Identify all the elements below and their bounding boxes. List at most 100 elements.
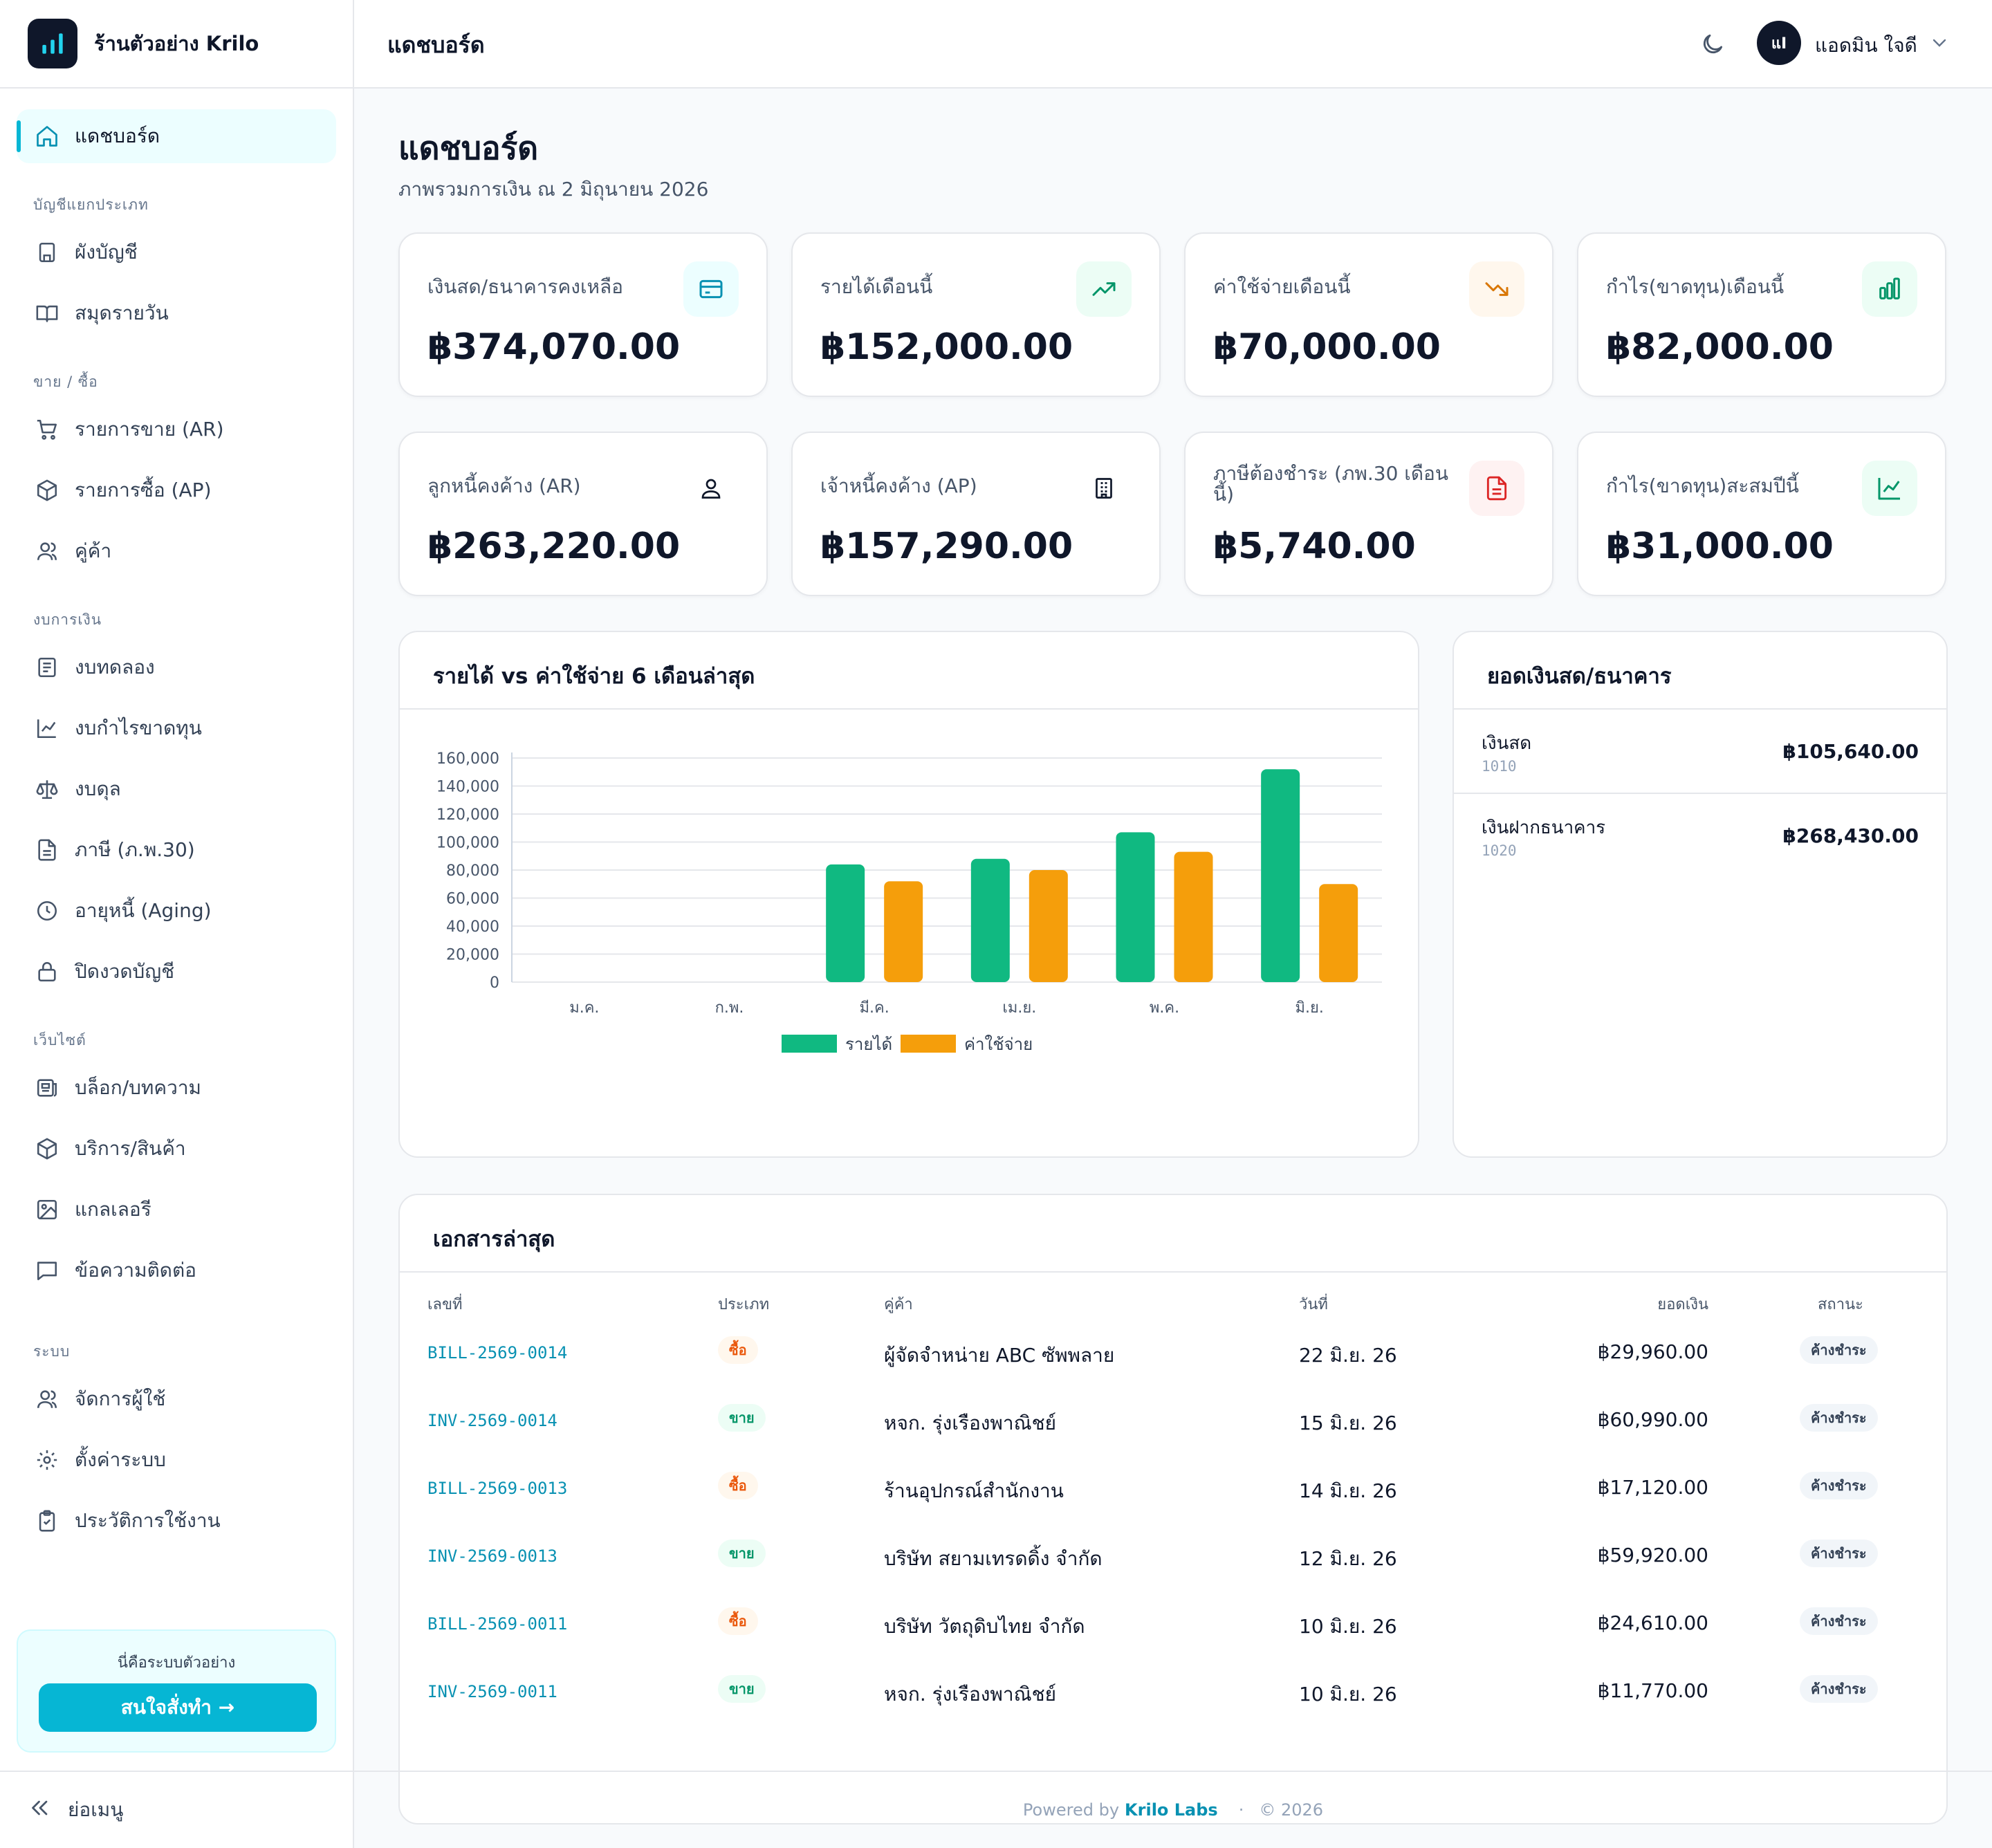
avatar[interactable]: แI <box>1757 21 1801 65</box>
footer-brand-link[interactable]: Krilo Labs <box>1125 1800 1218 1820</box>
sidebar-item-label: งบดุล <box>75 777 121 800</box>
sidebar-item-close-period[interactable]: ปิดงวดบัญชี <box>17 945 336 999</box>
home-icon <box>33 122 61 150</box>
status-badge: ค้างชำระ <box>1800 1675 1878 1703</box>
section-website: เว็บไซต์ <box>33 1032 86 1048</box>
card-ytd-profit: กำไร(ขาดทุน)สะสมปีนี้ ฿31,000.00 <box>1577 432 1946 596</box>
bank-account-amount: ฿268,430.00 <box>1782 824 1919 847</box>
card-cash-balance: เงินสด/ธนาคารคงเหลือ ฿374,070.00 <box>398 232 768 397</box>
col-header-amount: ยอดเงิน <box>1657 1296 1708 1313</box>
doc-amount: ฿29,960.00 <box>1597 1340 1708 1363</box>
sidebar-item-audit[interactable]: ประวัติการใช้งาน <box>17 1494 336 1548</box>
collapse-menu-button[interactable]: ย่อเมนู <box>0 1771 354 1848</box>
card-label: เงินสด/ธนาคารคงเหลือ <box>427 275 623 298</box>
bank-account-code: 1010 <box>1482 758 1517 775</box>
sidebar-item-blog[interactable]: บล็อก/บทความ <box>17 1061 336 1115</box>
y-tick-label: 80,000 <box>446 862 499 880</box>
bank-panel: ยอดเงินสด/ธนาคาร เงินสด 1010 ฿105,640.00… <box>1452 631 1948 1158</box>
user-icon <box>683 461 739 516</box>
sidebar-item-purchases-ap[interactable]: รายการซื้อ (AP) <box>17 463 336 517</box>
collapse-label: ย่อเมนู <box>68 1798 124 1821</box>
line-chart-icon <box>1862 461 1917 516</box>
users-icon <box>33 537 61 565</box>
message-icon <box>33 1257 61 1284</box>
doc-number-link[interactable]: BILL-2569-0011 <box>427 1614 568 1634</box>
sidebar-item-journal[interactable]: สมุดรายวัน <box>17 286 336 340</box>
y-tick-label: 0 <box>490 974 499 992</box>
legend-swatch <box>782 1035 837 1053</box>
sidebar-item-tax[interactable]: ภาษี (ภ.พ.30) <box>17 823 336 877</box>
doc-type-badge: ขาย <box>718 1540 766 1567</box>
sidebar-item-gallery[interactable]: แกลเลอรี <box>17 1183 336 1237</box>
card-month-profit: กำไร(ขาดทุน)เดือนนี้ ฿82,000.00 <box>1577 232 1946 397</box>
doc-number-link[interactable]: BILL-2569-0014 <box>427 1343 568 1362</box>
sidebar: ร้านตัวอย่าง Krilo แดชบอร์ด บัญชีแยกประเ… <box>0 0 354 1848</box>
sidebar-item-settings[interactable]: ตั้งค่าระบบ <box>17 1433 336 1487</box>
status-badge: ค้างชำระ <box>1800 1336 1878 1364</box>
card-ap-outstanding: เจ้าหนี้คงค้าง (AP) ฿157,290.00 <box>791 432 1161 596</box>
chevron-down-icon[interactable] <box>1928 32 1953 57</box>
legend-swatch <box>901 1035 956 1053</box>
sidebar-item-services[interactable]: บริการ/สินค้า <box>17 1122 336 1176</box>
sidebar-item-label: ตั้งค่าระบบ <box>75 1448 166 1471</box>
sidebar-item-label: งบกำไรขาดทุน <box>75 717 202 739</box>
sidebar-item-contact[interactable]: ข้อความติดต่อ <box>17 1244 336 1297</box>
table-row[interactable]: BILL-2569-0011 ซื้อ บริษัท วัตถุดิบไทย จำก… <box>400 1589 1946 1657</box>
y-tick-label: 140,000 <box>436 779 499 796</box>
section-sales: ขาย / ซื้อ <box>33 373 98 390</box>
x-tick-label: ม.ค. <box>569 999 599 1017</box>
building-icon <box>1076 461 1132 516</box>
footer-year: © 2026 <box>1259 1800 1324 1820</box>
user-name[interactable]: แอดมิน ใจดี <box>1815 34 1917 57</box>
table-row[interactable]: INV-2569-0014 ขาย หจก. รุ่งเรืองพาณิชย์ 15 … <box>400 1386 1946 1454</box>
card-label: ภาษีต้องชำระ (ภพ.30 เดือนนี้) <box>1213 462 1448 506</box>
sidebar-item-sales-ar[interactable]: รายการขาย (AR) <box>17 403 336 456</box>
doc-number-link[interactable]: INV-2569-0013 <box>427 1546 557 1566</box>
open-book-icon <box>33 299 61 327</box>
card-label: ค่าใช้จ่ายเดือนนี้ <box>1213 275 1351 298</box>
doc-type-badge: ซื้อ <box>718 1607 758 1635</box>
sidebar-item-chart-of-accounts[interactable]: ผังบัญชี <box>17 225 336 279</box>
doc-type-badge: ขาย <box>718 1404 766 1432</box>
moon-icon[interactable] <box>1696 28 1729 61</box>
bank-row[interactable]: เงินฝากธนาคาร 1020 ฿268,430.00 <box>1454 794 1946 878</box>
list-icon <box>33 654 61 681</box>
credit-card-icon <box>683 261 739 317</box>
brand[interactable]: ร้านตัวอย่าง Krilo <box>0 0 354 89</box>
sidebar-item-partners[interactable]: คู่ค้า <box>17 524 336 578</box>
sidebar-item-label: บริการ/สินค้า <box>75 1137 186 1160</box>
bank-row[interactable]: เงินสด 1010 ฿105,640.00 <box>1454 710 1946 794</box>
sidebar-item-profit-loss[interactable]: งบกำไรขาดทุน <box>17 701 336 755</box>
table-row[interactable]: BILL-2569-0013 ซื้อ ร้านอุปกรณ์สำนักงาน 14 … <box>400 1454 1946 1522</box>
sidebar-item-users[interactable]: จัดการผู้ใช้ <box>17 1372 336 1426</box>
bank-account-amount: ฿105,640.00 <box>1782 740 1919 763</box>
doc-number-link[interactable]: BILL-2569-0013 <box>427 1479 568 1498</box>
doc-number-link[interactable]: INV-2569-0014 <box>427 1411 557 1430</box>
sidebar-item-aging[interactable]: อายุหนี้ (Aging) <box>17 884 336 938</box>
order-button[interactable]: สนใจสั่งทำ → <box>39 1683 317 1732</box>
table-row[interactable]: BILL-2569-0014 ซื้อ ผู้จัดจำหน่าย ABC ซัพพ… <box>400 1318 1946 1386</box>
doc-amount: ฿24,610.00 <box>1597 1611 1708 1634</box>
sidebar-item-label: ประวัติการใช้งาน <box>75 1509 221 1532</box>
sidebar-item-label: ข้อความติดต่อ <box>75 1259 196 1282</box>
box-icon <box>33 477 61 504</box>
panel-header: เอกสารล่าสุด <box>400 1195 1946 1273</box>
sidebar-item-balance-sheet[interactable]: งบดุล <box>17 762 336 816</box>
card-value: ฿31,000.00 <box>1606 526 1834 567</box>
table-row[interactable]: INV-2569-0013 ขาย บริษัท สยามเทรดดิ้ง จำกั… <box>400 1522 1946 1589</box>
recent-documents-panel: เอกสารล่าสุด เลขที่ ประเภท คู่ค้า วันที่… <box>398 1194 1948 1824</box>
card-value: ฿152,000.00 <box>820 326 1073 368</box>
status-badge: ค้างชำระ <box>1800 1472 1878 1499</box>
panel-header: ยอดเงินสด/ธนาคาร <box>1454 632 1946 710</box>
footer-powered: Powered by <box>1022 1800 1120 1820</box>
doc-partner: บริษัท สยามเทรดดิ้ง จำกัด <box>884 1547 1103 1570</box>
bank-account-code: 1020 <box>1482 842 1517 859</box>
sidebar-item-dashboard[interactable]: แดชบอร์ด <box>17 109 336 163</box>
sidebar-item-trial-balance[interactable]: งบทดลอง <box>17 640 336 694</box>
page-subtitle: ภาพรวมการเงิน ณ 2 มิถุนายน 2026 <box>398 178 709 201</box>
doc-amount: ฿60,990.00 <box>1597 1408 1708 1431</box>
table-row[interactable]: INV-2569-0011 ขาย หจก. รุ่งเรืองพาณิชย์ 10 … <box>400 1657 1946 1725</box>
doc-number-link[interactable]: INV-2569-0011 <box>427 1682 557 1701</box>
col-header-status: สถานะ <box>1818 1296 1863 1313</box>
bar-income <box>1261 769 1300 982</box>
